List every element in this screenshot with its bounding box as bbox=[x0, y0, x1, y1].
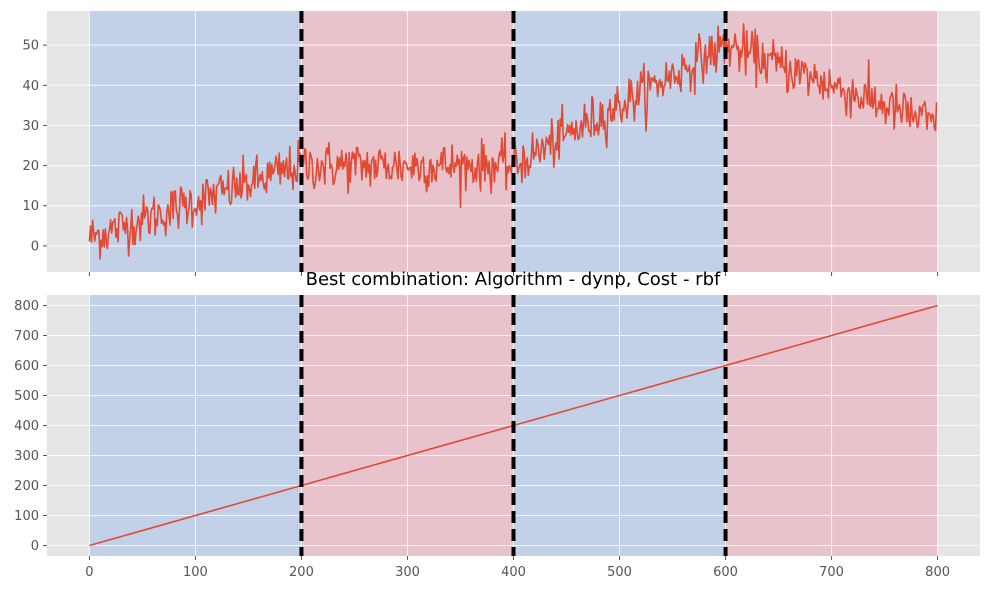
y-tick-label: 0 bbox=[31, 239, 39, 254]
y-tick-label: 100 bbox=[14, 509, 39, 524]
y-tick-label: 40 bbox=[22, 79, 39, 94]
x-tick-label: 100 bbox=[183, 565, 208, 580]
x-tick-label: 0 bbox=[85, 565, 93, 580]
x-tick-label: 200 bbox=[289, 565, 314, 580]
top-panel: 0 10 20 30 40 50 bbox=[22, 11, 980, 276]
y-tick-label: 600 bbox=[14, 359, 39, 374]
bottom-panel: 0 100 200 300 400 500 600 700 800 0 100 200 300 400 50… bbox=[14, 295, 980, 580]
y-tick-label: 500 bbox=[14, 389, 39, 404]
y-tick-label: 400 bbox=[14, 419, 39, 434]
x-tick-label: 700 bbox=[819, 565, 844, 580]
x-tick-label: 600 bbox=[713, 565, 738, 580]
y-tick-label: 50 bbox=[22, 39, 39, 54]
x-tick-label: 300 bbox=[395, 565, 420, 580]
x-tick-label: 800 bbox=[925, 565, 950, 580]
y-tick-label: 10 bbox=[22, 199, 39, 214]
y-tick-label: 0 bbox=[31, 539, 39, 554]
x-tick-label: 500 bbox=[607, 565, 632, 580]
y-tick-label: 200 bbox=[14, 479, 39, 494]
y-tick-label: 800 bbox=[14, 299, 39, 314]
x-tick-label: 400 bbox=[501, 565, 526, 580]
y-tick-label: 700 bbox=[14, 329, 39, 344]
y-tick-label: 30 bbox=[22, 119, 39, 134]
y-tick-label: 300 bbox=[14, 449, 39, 464]
chart-title: Best combination: Algorithm - dynp, Cost… bbox=[306, 269, 721, 290]
y-tick-label: 20 bbox=[22, 159, 39, 174]
